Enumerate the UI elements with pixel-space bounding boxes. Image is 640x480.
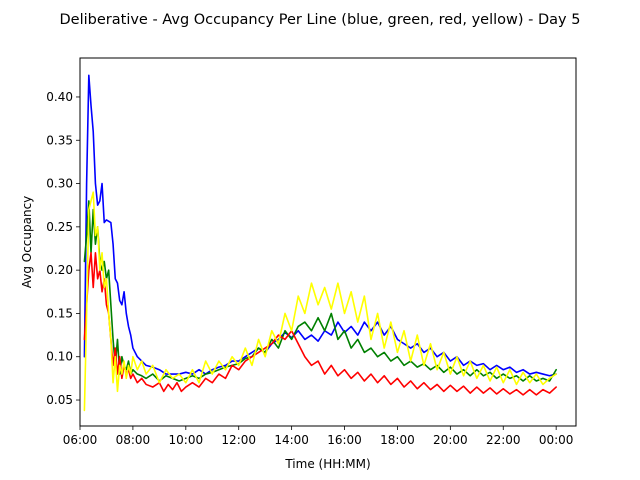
y-tick-label: 0.15 <box>46 306 73 320</box>
x-tick-label: 16:00 <box>327 433 362 447</box>
series-line-0 <box>83 74 557 377</box>
x-axis-title: Time (HH:MM) <box>284 457 370 471</box>
x-tick-label: 14:00 <box>274 433 309 447</box>
y-tick-label: 0.35 <box>46 133 73 147</box>
y-tick-label: 0.25 <box>46 220 73 234</box>
x-tick-label: 00:00 <box>539 433 574 447</box>
x-tick-label: 12:00 <box>221 433 256 447</box>
x-tick-label: 08:00 <box>116 433 151 447</box>
series-line-1 <box>83 200 557 382</box>
x-axis: 06:00 08:00 10:00 12:00 14:00 16:00 18:00 20:00… <box>63 426 574 447</box>
x-tick-label: 20:00 <box>433 433 468 447</box>
y-tick-label: 0.40 <box>46 90 73 104</box>
plot-frame <box>79 57 577 427</box>
series-layer <box>83 74 557 412</box>
y-tick-label: 0.05 <box>46 393 73 407</box>
y-axis-title: Avg Occupancy <box>20 196 34 289</box>
chart-title: Deliberative - Avg Occupancy Per Line (b… <box>60 12 581 28</box>
x-tick-label: 18:00 <box>380 433 415 447</box>
x-tick-label: 10:00 <box>169 433 204 447</box>
y-tick-label: 0.20 <box>46 263 73 277</box>
y-axis: 0.05 0.10 0.15 0.20 0.25 0.30 0.35 0.40 <box>46 90 80 407</box>
y-tick-label: 0.10 <box>46 350 73 364</box>
y-tick-label: 0.30 <box>46 177 73 191</box>
x-tick-label: 06:00 <box>63 433 98 447</box>
series-line-3 <box>83 191 557 412</box>
x-tick-label: 22:00 <box>486 433 521 447</box>
